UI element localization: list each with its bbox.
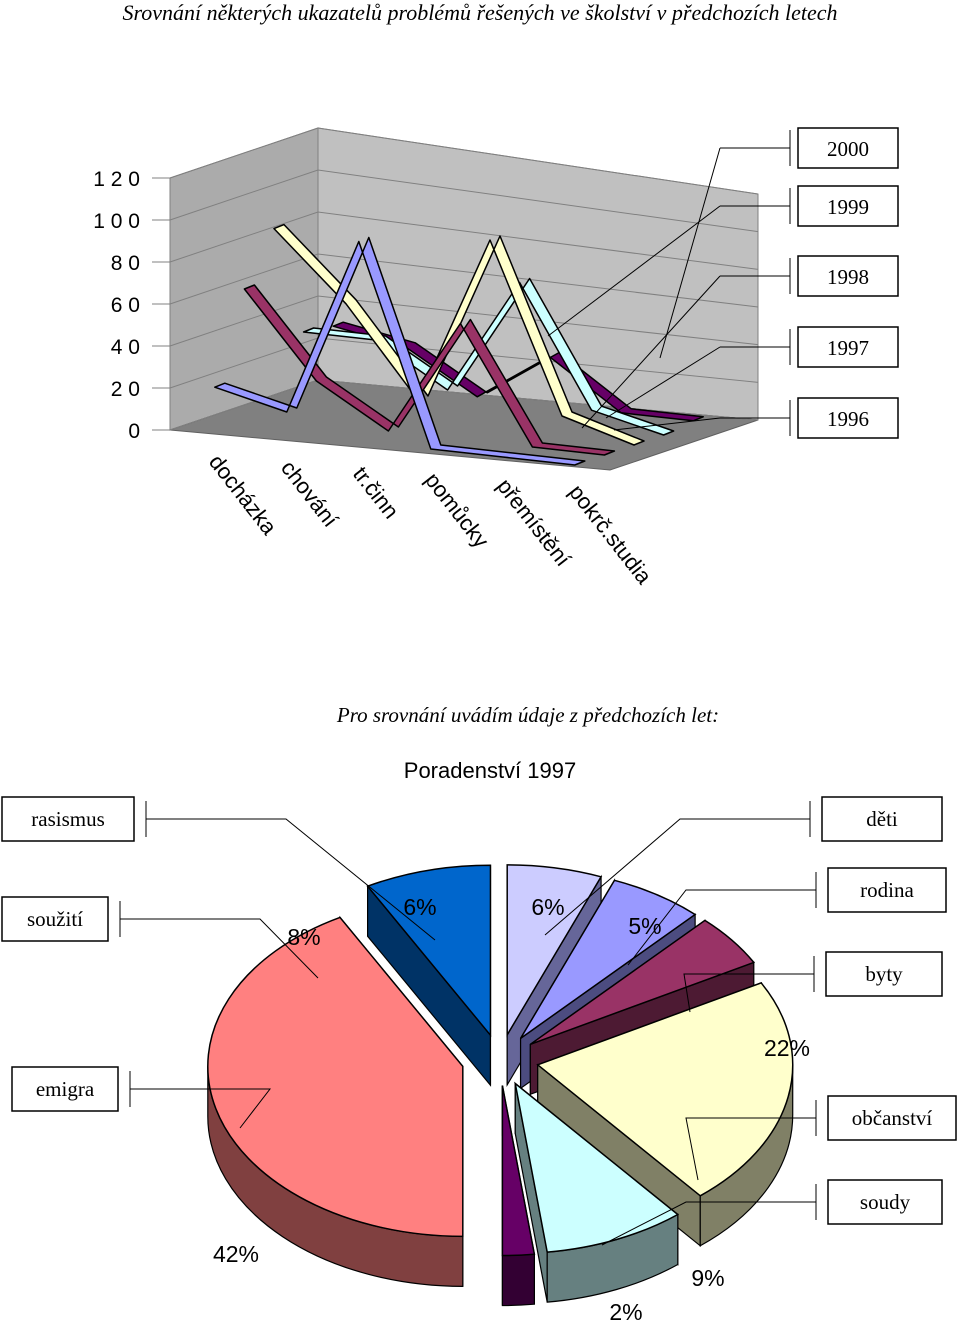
pie-slice-top (514, 1081, 680, 1253)
pie-pct-label: 42% (213, 1241, 259, 1267)
legend-box (797, 127, 899, 169)
pie-leader-line (685, 1117, 816, 1181)
pie-slice-emigra (207, 915, 464, 1287)
chart-subtitle: Pro srovnání uvádím údaje z předchozích … (336, 703, 720, 727)
gridline (169, 211, 759, 270)
y-tick-label: 1 0 0 (93, 210, 140, 233)
pie-label: emigra (36, 1077, 95, 1101)
gridline (169, 127, 759, 195)
pie-leader-line (683, 973, 814, 1013)
pie-slice-top (207, 916, 464, 1238)
y-tick-label: 1 2 0 (93, 168, 140, 191)
pie-title: Poradenství 1997 (404, 758, 576, 783)
pie-leader-line (130, 1088, 272, 1129)
pie-label: rasismus (31, 807, 105, 831)
pie-label-box (827, 1179, 943, 1225)
legend-label: 1996 (827, 407, 869, 431)
legend-leader (547, 205, 721, 337)
pie-label: občanství (852, 1106, 933, 1130)
pie-label-box (821, 796, 943, 842)
pie-label-box (1, 896, 109, 942)
pie-label-box (827, 867, 947, 913)
gridline (169, 253, 759, 308)
gridline (169, 169, 759, 233)
pie-label: rodina (860, 878, 914, 902)
y-tick-label: 6 0 (111, 294, 140, 317)
legend-box (797, 185, 899, 227)
pie-leader-line (120, 918, 319, 979)
pie-leader-line (601, 1201, 816, 1246)
legend-box (797, 255, 899, 297)
pie-label-box (11, 1066, 119, 1112)
pie-label: soužití (27, 907, 83, 931)
legend-label: 2000 (827, 137, 869, 161)
pie-label-box (1, 796, 135, 842)
pie-slice-top (536, 982, 794, 1197)
pie-pct-label: 9% (691, 1265, 724, 1291)
legend-box (797, 326, 899, 368)
pie-slice-byty (536, 982, 794, 1248)
gridline (169, 295, 759, 347)
pie-pct-label: 6% (531, 894, 564, 920)
pie-slice-top (529, 919, 756, 1046)
pie-slice-top (366, 864, 492, 1038)
legend-leader (613, 417, 721, 431)
pie-slice-soudy (501, 1085, 536, 1307)
series-line-1997 (243, 284, 616, 456)
pie-label: soudy (860, 1190, 911, 1214)
pie-label-box (825, 951, 943, 997)
pie-label: děti (866, 807, 898, 831)
legend-leader (605, 346, 721, 419)
pie-label: byty (865, 962, 903, 986)
legend-label: 1998 (827, 265, 869, 289)
y-tick-label: 2 0 (111, 378, 140, 401)
y-tick-label: 0 (128, 420, 140, 443)
pie-slice-soužití (366, 864, 492, 1087)
pie-slice-rim (501, 1253, 535, 1307)
pie-pct-label: 5% (628, 913, 661, 939)
pie-leader-line (544, 818, 810, 936)
pie-pct-label: 22% (764, 1035, 810, 1061)
pie-label-box (827, 1095, 957, 1141)
pie-leader-line (146, 818, 436, 941)
legend-leader (659, 147, 721, 359)
pie-leader-line (627, 889, 816, 966)
legend-box (797, 397, 899, 439)
legend-label: 1997 (827, 336, 869, 360)
legend-label: 1999 (827, 195, 869, 219)
pie-slice-top (501, 1085, 536, 1257)
page-title: Srovnání některých ukazatelů problémů ře… (122, 0, 838, 25)
pie-pct-label: 2% (609, 1299, 642, 1324)
legend-leader (581, 275, 721, 429)
pie-slice-občanství (514, 1081, 680, 1303)
y-tick-label: 8 0 (111, 252, 140, 275)
pie-pct-label: 6% (403, 894, 436, 920)
series-line-1999 (302, 277, 675, 436)
pie-pct-label: 8% (287, 924, 320, 950)
series-line-1996 (214, 236, 586, 466)
y-tick-label: 4 0 (111, 336, 140, 359)
pie-slice-top (519, 879, 697, 1040)
